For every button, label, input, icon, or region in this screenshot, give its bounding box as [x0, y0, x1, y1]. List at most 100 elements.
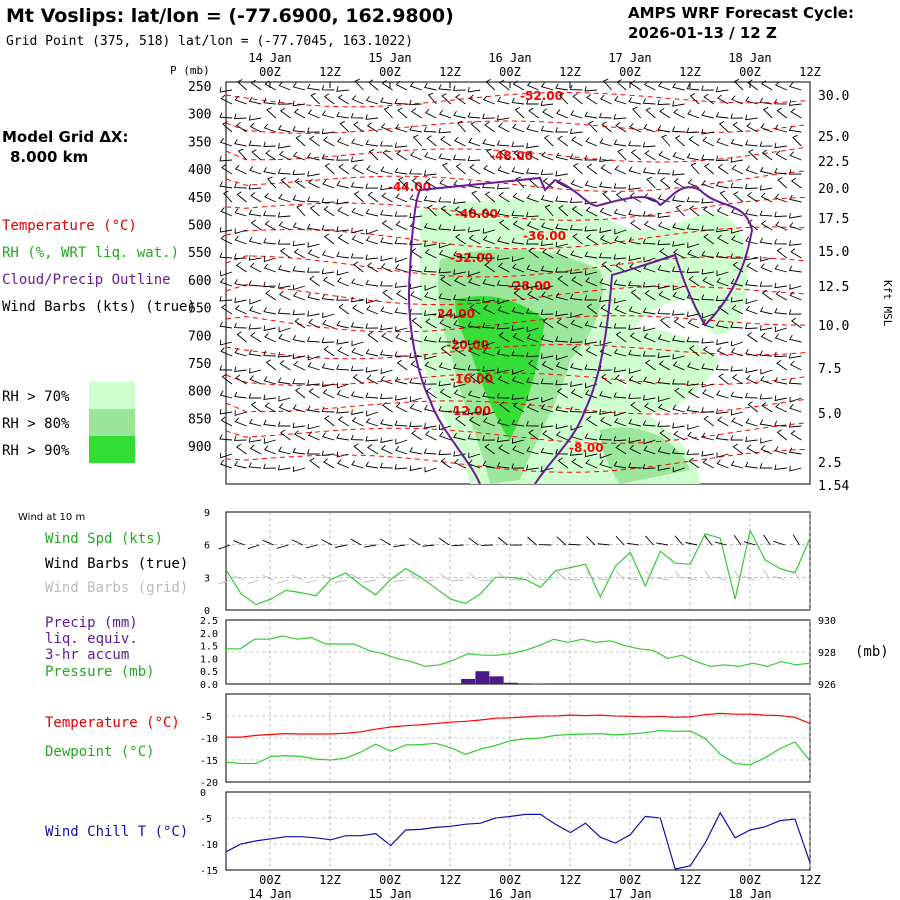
- wind-barb: [248, 324, 262, 330]
- wind-barb: [234, 164, 247, 175]
- wind-barb-grid: [451, 579, 464, 582]
- wind-barb: [613, 254, 627, 260]
- wind-barb: [381, 332, 393, 343]
- wind-barb: [701, 129, 714, 135]
- wind-barb: [642, 351, 656, 357]
- wind-barb: [556, 178, 569, 189]
- wind-barb: [658, 403, 671, 413]
- wind-barb: [366, 122, 379, 133]
- wind-barb: [424, 152, 437, 161]
- isotherm: [225, 448, 807, 473]
- temp-contour-label: -36.00: [523, 229, 566, 243]
- wind-barb: [308, 318, 320, 329]
- pressure-series: [226, 635, 811, 668]
- height-tick: 20.0: [818, 182, 849, 197]
- wind-barb: [394, 124, 408, 133]
- wind-barb: [263, 263, 276, 273]
- wind-barb: [672, 404, 685, 413]
- wind-barb: [248, 462, 262, 469]
- wind-barb: [599, 390, 612, 399]
- wind-barb: [453, 338, 466, 344]
- wind-barb: [353, 261, 364, 273]
- wind-barb: [598, 252, 612, 259]
- temp-ytick: -5: [200, 712, 212, 723]
- wind-barb: [760, 437, 773, 444]
- wind-barb: [396, 150, 408, 161]
- wind-barb: [250, 192, 262, 203]
- wind-barb: [555, 292, 568, 301]
- wind-barb: [513, 149, 525, 161]
- isotherm: [225, 422, 807, 444]
- wind-barb: [380, 166, 393, 175]
- time-tick-bottom: 00Z: [259, 873, 281, 887]
- wind-barb: [498, 262, 510, 273]
- wind-barb: [555, 170, 568, 177]
- precip-bar: [503, 682, 518, 684]
- wind-barb: [703, 233, 715, 245]
- wind-barb: [439, 424, 452, 431]
- wind-barb: [321, 250, 335, 259]
- wind-barb: [525, 420, 539, 427]
- wind-barb: [277, 264, 291, 273]
- wind-barb: [234, 391, 247, 399]
- wind-barb: [671, 195, 685, 203]
- legend-accum: 3-hr accum: [45, 647, 129, 663]
- wind-barb: [380, 444, 393, 455]
- wind-barb: [219, 296, 233, 302]
- wind-barb: [248, 140, 262, 147]
- wind-barb: [587, 120, 598, 133]
- wind-barb: [526, 464, 539, 471]
- wind-barb: [409, 194, 422, 203]
- wind-barb: [686, 336, 700, 343]
- wind-barb: [642, 98, 656, 105]
- wind-barb: [731, 304, 744, 315]
- wind-barb: [731, 164, 744, 175]
- wind-barb: [293, 248, 306, 259]
- wind-barb: [248, 255, 262, 261]
- wind-barb: [423, 404, 437, 413]
- wind-barb: [394, 420, 408, 427]
- wind-barb: [336, 390, 349, 399]
- wind-barb: [599, 340, 612, 346]
- wind-barb: [687, 318, 700, 329]
- wind-barb: [630, 149, 642, 161]
- wind-barb: [292, 335, 306, 343]
- time-tick-top: 00Z: [499, 65, 521, 79]
- wind-barb: [366, 374, 379, 385]
- wind-barb: [454, 206, 466, 217]
- wind-barb: [277, 421, 291, 427]
- wind-barb: [526, 193, 539, 203]
- wind-barb: [761, 220, 773, 231]
- wind-barb: [759, 394, 773, 400]
- wind-barb: [234, 208, 247, 217]
- wind-barb: [687, 178, 700, 189]
- time-tick-top: 00Z: [619, 65, 641, 79]
- wind-barb: [672, 466, 685, 473]
- wind-barb: [264, 402, 277, 413]
- wind-barb: [222, 121, 233, 133]
- day-label-top: 14 Jan: [248, 51, 291, 65]
- wind-barb: [776, 107, 788, 119]
- wind-barb: [730, 113, 744, 119]
- wind-barb: [235, 261, 247, 273]
- time-tick-top: 12Z: [799, 65, 821, 79]
- wind-barb: [613, 392, 627, 399]
- wind-barb: [511, 463, 525, 469]
- wind-barb: [541, 397, 554, 403]
- wind-barb: [453, 382, 466, 388]
- wind-barb: [613, 114, 627, 120]
- wind-barb: [657, 334, 671, 343]
- height-tick: 2.5: [818, 456, 841, 471]
- wind-barb: [324, 415, 335, 427]
- wind-barb: [267, 176, 277, 189]
- wind-speed-series: [225, 528, 811, 606]
- wind-barb: [657, 352, 671, 359]
- wind-barb: [613, 139, 627, 147]
- wind-barb: [410, 108, 423, 119]
- wind-barb: [515, 176, 525, 189]
- wind-barb: [292, 291, 306, 301]
- wind-barb: [411, 317, 423, 329]
- dewpoint-series: [225, 729, 811, 766]
- day-label-bottom: 14 Jan: [248, 887, 291, 900]
- wind-barb: [221, 304, 233, 315]
